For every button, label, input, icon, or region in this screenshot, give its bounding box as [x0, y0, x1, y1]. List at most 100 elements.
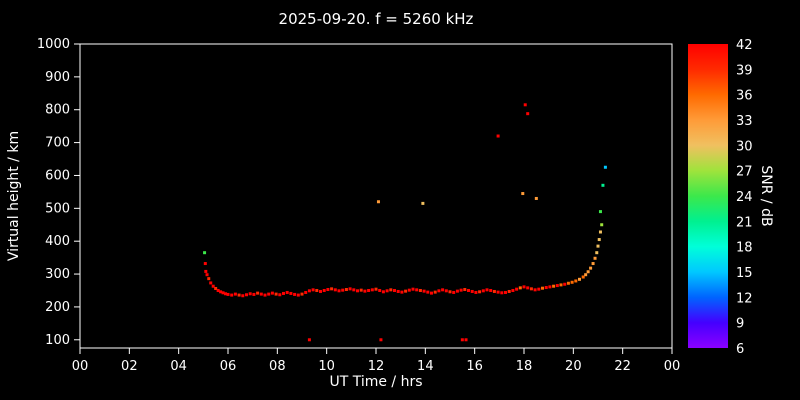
data-point: [603, 165, 607, 169]
colorbar-tick-label: 18: [736, 241, 753, 256]
data-point: [600, 223, 604, 227]
data-point: [296, 293, 300, 297]
data-point: [304, 290, 308, 294]
data-point: [344, 288, 348, 292]
data-point: [396, 289, 400, 293]
data-point: [356, 289, 359, 293]
colorbar-tick-label: 33: [736, 114, 753, 129]
data-point: [422, 289, 426, 293]
data-point: [241, 294, 245, 298]
colorbar-tick-label: 12: [736, 291, 753, 306]
x-tick-label: 08: [269, 359, 286, 374]
data-point: [300, 292, 304, 296]
data-point: [548, 285, 552, 289]
colorbar-tick-label: 9: [736, 317, 744, 332]
data-point: [289, 291, 293, 295]
data-point: [566, 281, 570, 285]
data-point: [203, 262, 207, 266]
data-point: [326, 288, 330, 292]
x-tick-label: 00: [664, 359, 681, 374]
data-point: [593, 256, 597, 260]
colorbar-tick-label: 21: [736, 215, 753, 230]
data-point: [544, 286, 548, 290]
data-point: [285, 290, 289, 294]
data-point: [259, 292, 263, 296]
data-point: [393, 288, 396, 292]
x-tick-label: 20: [565, 359, 582, 374]
data-point: [460, 338, 464, 342]
data-point: [282, 291, 285, 295]
data-point: [533, 288, 537, 292]
x-tick-label: 16: [466, 359, 483, 374]
data-point: [464, 338, 468, 342]
data-point: [363, 289, 367, 293]
x-tick-label: 18: [516, 359, 533, 374]
data-point: [526, 286, 530, 290]
data-point: [205, 273, 209, 277]
data-point: [214, 287, 218, 291]
data-point: [589, 266, 593, 270]
data-point: [341, 288, 345, 292]
x-tick-label: 14: [417, 359, 434, 374]
x-tick-label: 06: [220, 359, 237, 374]
y-tick-label: 700: [45, 136, 70, 151]
data-point: [598, 230, 602, 234]
data-point: [584, 273, 588, 277]
data-point: [597, 238, 601, 242]
data-point: [415, 288, 419, 292]
data-point: [534, 196, 538, 200]
colorbar-tick-label: 6: [736, 342, 744, 357]
data-point: [570, 280, 574, 284]
y-tick-label: 1000: [37, 37, 70, 52]
y-tick-label: 800: [45, 103, 70, 118]
data-point: [441, 288, 445, 292]
data-point: [578, 277, 581, 281]
data-point: [586, 270, 590, 274]
data-point: [221, 291, 225, 295]
data-point: [245, 293, 248, 297]
data-point: [552, 284, 556, 288]
data-point: [563, 282, 567, 286]
data-point: [515, 287, 519, 291]
colorbar-tick-label: 15: [736, 266, 753, 281]
data-point: [601, 183, 605, 187]
data-point: [426, 290, 430, 294]
data-point: [418, 288, 422, 292]
data-point: [381, 290, 385, 294]
data-point: [463, 288, 467, 292]
y-tick-label: 900: [45, 70, 70, 85]
data-point: [348, 287, 352, 291]
data-point: [359, 288, 363, 292]
y-tick-label: 500: [45, 201, 70, 216]
data-point: [444, 289, 448, 293]
y-tick-label: 100: [45, 333, 70, 348]
data-point: [237, 293, 241, 297]
data-point: [267, 292, 271, 296]
data-point: [219, 290, 223, 294]
data-point: [541, 286, 544, 290]
data-point: [496, 134, 500, 138]
y-tick-label: 200: [45, 300, 70, 315]
y-tick-label: 400: [45, 234, 70, 249]
data-point: [216, 288, 220, 292]
data-point: [421, 201, 425, 205]
data-point: [485, 288, 489, 292]
colorbar-tick-label: 39: [736, 63, 753, 78]
data-point: [307, 289, 311, 293]
data-point: [370, 288, 374, 292]
data-point: [293, 292, 297, 296]
data-point: [385, 289, 389, 293]
data-point: [459, 288, 463, 292]
data-point: [537, 287, 541, 291]
data-point: [574, 279, 578, 283]
data-point: [452, 290, 456, 294]
data-point: [496, 290, 500, 294]
x-tick-label: 04: [170, 359, 187, 374]
data-point: [526, 112, 530, 116]
data-point: [376, 200, 380, 204]
data-point: [252, 292, 256, 296]
plot-frame: [79, 43, 673, 349]
data-point: [411, 287, 415, 291]
data-point: [322, 288, 326, 292]
